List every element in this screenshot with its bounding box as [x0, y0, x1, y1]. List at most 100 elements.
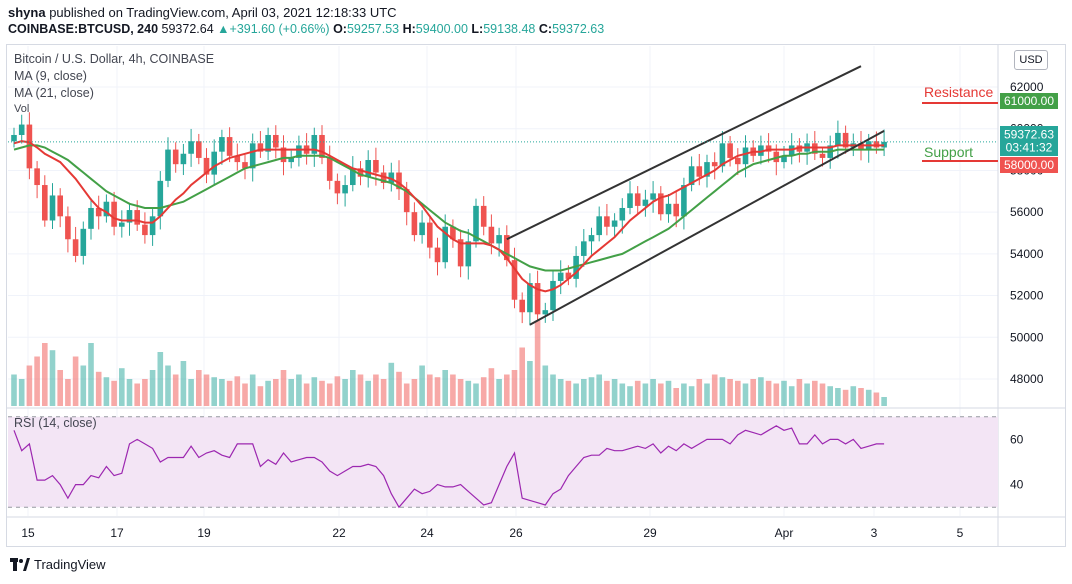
current-price-tag-text: 03:41:32 — [1006, 141, 1053, 155]
candle-body — [280, 147, 287, 163]
tradingview-footer[interactable]: TradingView — [10, 557, 106, 572]
candle-body — [211, 151, 217, 175]
volume-bar — [527, 361, 533, 406]
candle-body — [565, 272, 572, 279]
candle-body — [273, 134, 279, 148]
volume-bar — [565, 380, 572, 406]
candle-body — [457, 239, 464, 267]
candle-body — [819, 153, 826, 158]
candle-body — [34, 168, 40, 186]
volume-bar — [457, 379, 464, 406]
time-tick-label: 29 — [643, 526, 657, 540]
volume-bar — [226, 380, 233, 406]
volume-bar — [234, 376, 241, 406]
tradingview-logo-icon — [10, 557, 30, 571]
ma9-legend: MA (9, close) — [14, 69, 87, 83]
candle-body — [596, 216, 602, 236]
current-price-tag-bg — [1000, 126, 1058, 156]
time-tick-label: 26 — [509, 526, 523, 540]
candle-body — [411, 212, 418, 236]
volume-bar — [249, 374, 256, 406]
volume-bar — [742, 383, 749, 406]
support-price-tag: 58000.00 — [1000, 157, 1058, 173]
volume-bar — [196, 370, 202, 406]
volume-bar — [711, 374, 718, 406]
candle-body — [419, 222, 425, 236]
volume-bar — [319, 380, 325, 406]
time-tick-label: 17 — [110, 526, 124, 540]
candle-body — [504, 235, 510, 261]
candle-body — [249, 143, 256, 169]
rsi-line — [13, 425, 885, 509]
header: shyna published on TradingView.com, Apri… — [0, 0, 1072, 44]
candle-body — [188, 141, 194, 154]
channel-lower-line — [529, 129, 885, 326]
candle-body — [765, 145, 772, 152]
candle-body — [488, 226, 495, 244]
volume-bar — [95, 371, 102, 406]
candle-body — [781, 155, 787, 163]
volume-bar — [42, 343, 48, 406]
candle-body — [388, 172, 395, 183]
volume-bar — [350, 370, 356, 406]
candle-body — [711, 162, 718, 167]
volume-bar — [111, 380, 117, 406]
candle-body — [557, 272, 564, 281]
volume-bar — [627, 386, 633, 406]
volume-bar — [812, 380, 818, 406]
volume-bar — [881, 397, 887, 406]
volume-bar — [149, 370, 156, 406]
volume-bar — [296, 374, 302, 406]
ma9-line — [13, 140, 885, 293]
candle-body — [688, 166, 695, 186]
volume-bar — [735, 380, 741, 406]
volume-bar — [504, 374, 510, 406]
volume-bar — [719, 377, 726, 406]
candle-body — [511, 260, 518, 300]
candle-body — [119, 222, 125, 227]
candle-body — [396, 172, 402, 190]
rsi-band — [8, 416, 998, 508]
volume-bar — [827, 386, 833, 406]
candle-body — [88, 207, 94, 229]
candle-body — [11, 134, 17, 142]
volume-bar — [696, 379, 703, 406]
volume-bar — [72, 356, 79, 406]
high-label: H: — [402, 22, 416, 36]
rsi-tick-label: 40 — [1010, 478, 1024, 492]
support-label: Support — [924, 144, 973, 160]
volume-bar — [142, 379, 148, 406]
volume-bar — [280, 370, 287, 406]
tradingview-brand: TradingView — [34, 557, 106, 572]
candle-body — [788, 145, 795, 156]
candle-body — [681, 185, 687, 217]
volume-bar — [850, 386, 857, 406]
volume-bar — [519, 347, 525, 406]
candle-body — [442, 226, 448, 263]
volume-bar — [557, 379, 564, 406]
volume-bar — [604, 380, 610, 406]
time-tick-label: 15 — [21, 526, 35, 540]
rsi-tick-label: 60 — [1010, 432, 1024, 446]
candle-body — [719, 143, 726, 167]
grid — [7, 45, 1065, 546]
author-name[interactable]: shyna — [8, 5, 46, 20]
candle-body — [157, 180, 164, 217]
volume-bar — [188, 379, 194, 406]
candle-body — [350, 168, 356, 186]
volume-bar — [550, 374, 556, 406]
volume-bar — [673, 388, 679, 406]
candle-body — [611, 220, 618, 227]
volume-bar — [488, 368, 495, 406]
volume-bar — [219, 379, 225, 406]
candle-body — [180, 153, 187, 165]
candle-body — [296, 145, 302, 158]
currency-button[interactable]: USD — [1014, 50, 1048, 70]
volume-bar — [788, 386, 795, 406]
volume-legend: Vol — [14, 103, 30, 115]
price-tick-label: 48000 — [1010, 372, 1044, 386]
price-change: +391.60 (+0.66%) — [229, 22, 330, 36]
candle-body — [26, 124, 33, 169]
